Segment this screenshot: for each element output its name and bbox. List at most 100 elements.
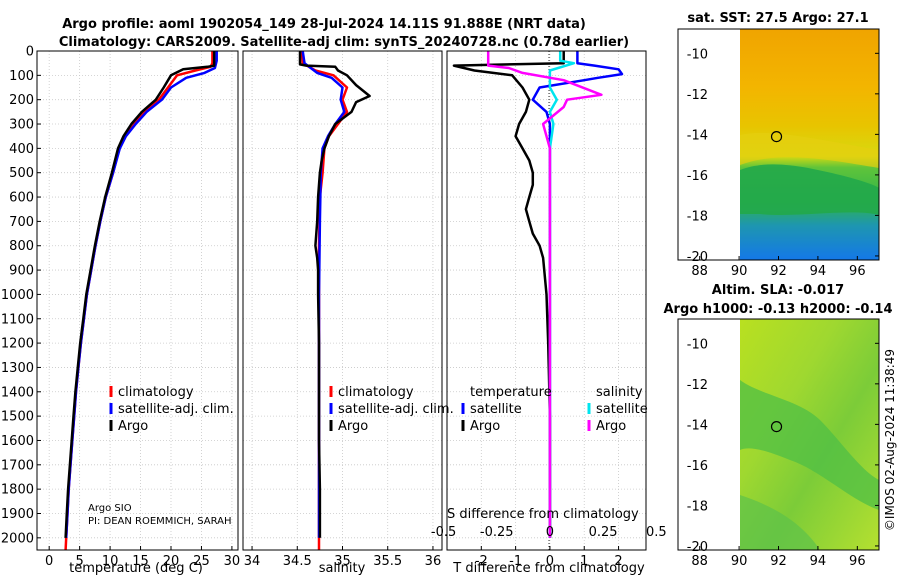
x-tick-label: 20 bbox=[163, 554, 180, 569]
x-tick-label: 34 bbox=[244, 554, 261, 569]
temperature-lines bbox=[64, 51, 218, 550]
depth-tick-label: 200 bbox=[9, 93, 34, 108]
depth-tick-label: 900 bbox=[9, 264, 34, 279]
legend-header-salinity: salinity bbox=[596, 385, 643, 400]
map-y-tick-label: -14 bbox=[687, 128, 708, 143]
sla-green-patch-1 bbox=[740, 380, 879, 510]
map-y-tick-label: -14 bbox=[687, 418, 708, 433]
title-line-1: Argo profile: aoml 1902054_149 28-Jul-20… bbox=[62, 17, 586, 32]
sla-map-title-2: Argo h1000: -0.13 h2000: -0.14 bbox=[663, 302, 892, 317]
temperature-x-ticks: 0 5 10 15 20 25 30 bbox=[45, 546, 240, 569]
sla-map-title-1: Altim. SLA: -0.017 bbox=[712, 283, 844, 298]
salinity-lines bbox=[298, 51, 371, 550]
depth-tick-label: 600 bbox=[9, 191, 34, 206]
map-x-tick-label: 94 bbox=[810, 554, 827, 569]
x-tick-label: 10 bbox=[102, 554, 119, 569]
sla-map-ticks: 88 90 92 94 96 -10 -12 -14 -16 -18 -20 bbox=[687, 337, 879, 569]
depth-tick-label: 100 bbox=[9, 69, 34, 84]
title-line-2: Climatology: CARS2009. Satellite-adj cli… bbox=[59, 35, 629, 50]
s-tick-label: 0 bbox=[546, 525, 554, 540]
credit-line-1: Argo SIO bbox=[88, 503, 132, 514]
x-tick-label: 1 bbox=[580, 554, 588, 569]
map-x-tick-label: 92 bbox=[770, 554, 787, 569]
x-tick-label: -2 bbox=[475, 554, 488, 569]
series-line bbox=[64, 51, 214, 550]
series-line bbox=[298, 51, 371, 538]
sla-green-patch-2 bbox=[740, 495, 820, 550]
map-y-tick-label: -16 bbox=[687, 459, 708, 474]
map-x-tick-label: 94 bbox=[810, 264, 827, 279]
legend-label-satellite: satellite-adj. clim. bbox=[118, 402, 234, 417]
difference-panel: -2 -1 0 1 2 S difference from climatology -0… bbox=[431, 50, 667, 576]
depth-tick-label: 2000 bbox=[1, 531, 34, 546]
legend-label-argo: Argo bbox=[118, 419, 148, 434]
depth-tick-label: 500 bbox=[9, 166, 34, 181]
depth-tick-label: 1500 bbox=[1, 410, 34, 425]
depth-tick-label: 1900 bbox=[1, 507, 34, 522]
map-x-tick-label: 88 bbox=[691, 264, 708, 279]
argo-location-marker bbox=[770, 130, 783, 143]
map-x-tick-label: 90 bbox=[731, 554, 748, 569]
temperature-x-label: temperature (deg C) bbox=[69, 561, 203, 576]
salinity-grid bbox=[243, 50, 442, 550]
depth-tick-label: 1700 bbox=[1, 458, 34, 473]
legend-label-s-satellite: satellite bbox=[596, 402, 648, 417]
legend-label-argo: Argo bbox=[338, 419, 368, 434]
x-tick-label: 25 bbox=[193, 554, 210, 569]
temperature-panel: 0 5 10 15 20 25 30 0 100 200 300 400 500 600 700 800 90… bbox=[1, 45, 240, 577]
x-tick-label: 35.5 bbox=[373, 554, 402, 569]
legend-header-temperature: temperature bbox=[470, 385, 552, 400]
legend-label-s-argo: Argo bbox=[596, 419, 626, 434]
map-y-tick-label: -16 bbox=[687, 169, 708, 184]
x-tick-label: 34.5 bbox=[283, 554, 312, 569]
depth-tick-label: 0 bbox=[26, 45, 34, 60]
map-y-tick-label: -20 bbox=[687, 540, 708, 555]
sst-map-title: sat. SST: 27.5 Argo: 27.1 bbox=[687, 11, 868, 26]
depth-tick-label: 1400 bbox=[1, 385, 34, 400]
map-y-tick-label: -18 bbox=[687, 499, 708, 514]
map-y-tick-label: -12 bbox=[687, 378, 708, 393]
s-tick-label: -0.5 bbox=[431, 525, 456, 540]
s-tick-label: -0.25 bbox=[480, 525, 514, 540]
legend-label-climatology: climatology bbox=[338, 385, 414, 400]
difference-legend: temperature salinity satellite Argo sate… bbox=[461, 385, 648, 434]
x-tick-label: 0 bbox=[546, 554, 554, 569]
argo-location-marker bbox=[770, 420, 783, 433]
difference-lines bbox=[452, 51, 624, 538]
salinity-x-label: salinity bbox=[319, 561, 366, 576]
map-y-tick-label: -10 bbox=[687, 337, 708, 352]
x-tick-label: -1 bbox=[509, 554, 522, 569]
legend-label-t-satellite: satellite bbox=[470, 402, 522, 417]
salinity-difference-label: S difference from climatology bbox=[447, 507, 639, 522]
x-tick-label: 30 bbox=[224, 554, 241, 569]
depth-tick-label: 700 bbox=[9, 215, 34, 230]
sst-map: sat. SST: 27.5 Argo: 27.1 88 90 92 94 96 -10 -… bbox=[677, 11, 880, 279]
map-y-tick-label: -18 bbox=[687, 209, 708, 224]
sst-green-patch bbox=[740, 164, 879, 215]
credit-line-2: PI: DEAN ROEMMICH, SARAH bbox=[88, 516, 232, 527]
salinity-x-ticks: 34 34.5 35 35.5 36 bbox=[244, 546, 441, 569]
series-line bbox=[486, 51, 603, 538]
depth-tick-label: 1200 bbox=[1, 337, 34, 352]
salinity-difference-ticks: -0.5 -0.25 0 0.25 0.5 bbox=[431, 525, 667, 540]
x-tick-label: 36 bbox=[425, 554, 442, 569]
difference-x-ticks: -2 -1 0 1 2 bbox=[475, 546, 623, 569]
s-tick-label: 0.25 bbox=[589, 525, 618, 540]
depth-ticks: 0 100 200 300 400 500 600 700 800 900 1000 1100 1200… bbox=[1, 45, 41, 546]
temperature-axes-box bbox=[36, 50, 239, 551]
footer-timestamp: ©IMOS 02-Aug-2024 11:38:49 bbox=[883, 349, 897, 531]
depth-tick-label: 300 bbox=[9, 118, 34, 133]
legend-label-t-argo: Argo bbox=[470, 419, 500, 434]
depth-tick-label: 1300 bbox=[1, 361, 34, 376]
series-line bbox=[64, 51, 216, 538]
x-tick-label: 0 bbox=[45, 554, 53, 569]
depth-tick-label: 1800 bbox=[1, 483, 34, 498]
salinity-legend: climatology satellite-adj. clim. Argo bbox=[329, 385, 454, 434]
series-line bbox=[452, 51, 565, 538]
depth-tick-label: 1000 bbox=[1, 288, 34, 303]
x-tick-label: 5 bbox=[75, 554, 83, 569]
temperature-legend: climatology satellite-adj. clim. Argo bbox=[109, 385, 234, 434]
x-tick-label: 15 bbox=[132, 554, 149, 569]
map-y-tick-label: -10 bbox=[687, 47, 708, 62]
map-y-tick-label: -12 bbox=[687, 88, 708, 103]
